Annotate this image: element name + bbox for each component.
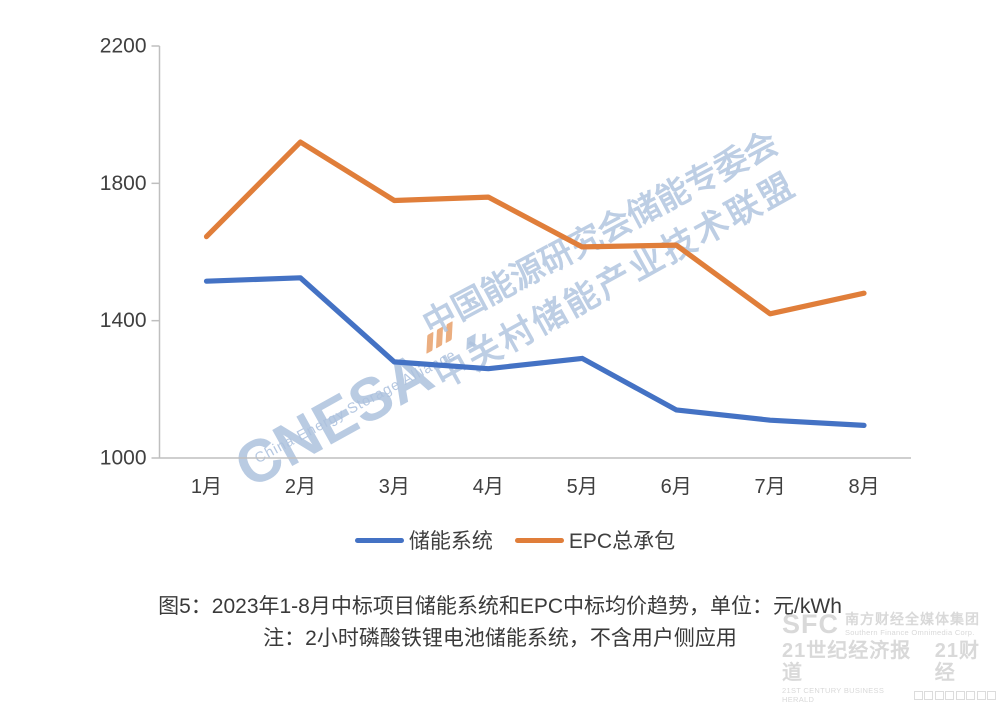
x-axis-label: 6月 <box>661 476 692 498</box>
chart-legend: 储能系统 EPC总承包 <box>15 525 1000 555</box>
sfc-seal-boxes-icon <box>913 690 996 700</box>
x-axis-label: 5月 <box>567 476 598 498</box>
x-axis-label: 4月 <box>473 476 504 498</box>
figure-caption: 图5：2023年1-8月中标项目储能系统和EPC中标均价趋势，单位：元/kWh <box>158 595 842 618</box>
sfc-brand-en: 21ST CENTURY BUSINESS HERALD <box>782 686 885 704</box>
legend-item-storage-system: 储能系统 <box>354 525 493 555</box>
y-axis-label: 2200 <box>100 35 147 58</box>
x-axis-label: 2月 <box>285 476 316 498</box>
legend-label: 储能系统 <box>408 530 493 553</box>
line-chart: 1000 1400 1800 2200 1月 2月 3月 4月 5月 6月 7月 8月 <box>100 35 911 498</box>
sfc-org-name-cn: 南方财经全媒体集团 <box>845 611 980 628</box>
x-axis-label: 1月 <box>191 476 222 498</box>
x-axis-label: 3月 <box>379 476 410 498</box>
y-axis-label: 1400 <box>100 309 147 332</box>
legend-swatch-orange <box>514 537 564 543</box>
figure-note: 注：2小时磷酸铁锂电池储能系统，不含用户侧应用 <box>263 627 737 650</box>
sfc-brand-2: 21财经 <box>934 640 981 684</box>
series-line-储能系统 <box>203 275 867 428</box>
sfc-mark: SFC <box>782 609 839 639</box>
sfc-footer-logo: SFC 南方财经全媒体集团 Southern Finance Omnimedia… <box>782 611 996 704</box>
legend-swatch-blue <box>354 537 404 543</box>
series-line-EPC总承包 <box>203 139 867 317</box>
legend-label: EPC总承包 <box>568 530 676 553</box>
x-axis-label: 8月 <box>848 476 879 498</box>
sfc-brand-1: 21世纪经济报道 <box>782 640 912 684</box>
legend-item-epc: EPC总承包 <box>514 525 676 555</box>
sfc-org-name-en: Southern Finance Omnimedia Corp. <box>845 627 975 637</box>
y-axis-label: 1000 <box>100 447 147 470</box>
y-axis-label: 1800 <box>100 172 147 195</box>
x-axis-label: 7月 <box>755 476 786 498</box>
